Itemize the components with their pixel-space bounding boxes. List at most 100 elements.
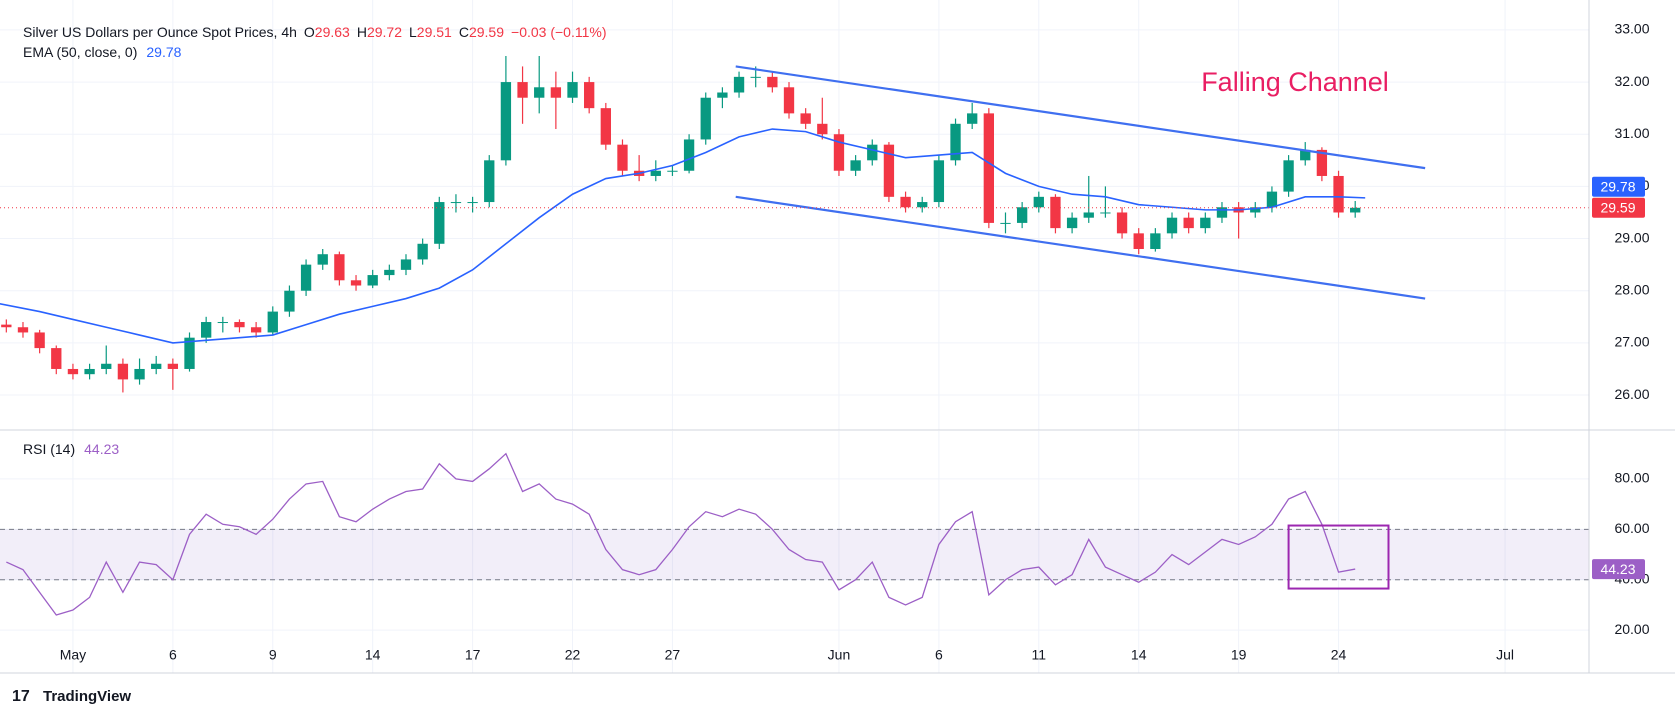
candle-body: [1000, 222, 1011, 224]
candle-body: [134, 368, 145, 380]
candle-body: [1333, 175, 1344, 213]
candle-body: [317, 254, 328, 265]
candle-body: [534, 87, 545, 98]
candle-body: [1050, 196, 1061, 229]
y-tick-label: 29.00: [1614, 229, 1649, 245]
ohlc-value: 29.63: [315, 24, 350, 40]
candle-body: [1250, 207, 1261, 213]
y-tick-label: 20.00: [1614, 621, 1649, 637]
candle-body: [1133, 233, 1144, 249]
candle-body: [817, 123, 828, 135]
candle-body: [567, 82, 578, 98]
candle-body: [667, 170, 678, 172]
x-tick-label: 22: [565, 647, 581, 663]
candle-body: [867, 144, 878, 161]
candle-body: [51, 348, 62, 369]
candle-body: [1150, 233, 1161, 249]
brand: TradingView: [43, 688, 131, 705]
price-label: 44.23: [1600, 561, 1635, 577]
y-tick-label: 27.00: [1614, 334, 1649, 350]
ohlc-label: C: [459, 24, 469, 40]
ohlc-label: H: [357, 24, 367, 40]
candle-body: [67, 368, 79, 375]
candle-body: [267, 311, 278, 333]
candle-body: [284, 290, 295, 312]
candle-body: [34, 332, 45, 349]
price-label-box: [1592, 559, 1645, 580]
x-tick-label: 6: [935, 647, 943, 663]
ohlc-value: 29.59: [469, 24, 504, 40]
candle-body: [1100, 212, 1111, 214]
candle-body: [517, 82, 528, 98]
candle-body: [767, 76, 778, 88]
x-tick-label: 19: [1231, 647, 1247, 663]
x-tick-label: 27: [665, 647, 681, 663]
candle-body: [1116, 212, 1128, 234]
x-tick-label: 9: [269, 647, 277, 663]
candle-body: [833, 134, 845, 171]
candle-body: [584, 82, 595, 109]
candle-body: [151, 363, 162, 369]
overlay: Falling Channel: [0, 65, 1589, 590]
candle-body: [967, 113, 978, 124]
candle-body: [700, 97, 711, 140]
candle-body: [617, 144, 628, 171]
channel-line: [735, 195, 1426, 300]
candle-body: [1166, 217, 1178, 234]
legend-value: 29.78: [146, 44, 181, 60]
rsi-line: [6, 452, 1356, 616]
candle-body: [434, 202, 445, 244]
candle-body: [1016, 207, 1028, 223]
chart-header: Silver US Dollars per Ounce Spot Prices,…: [23, 24, 607, 40]
plot: [0, 55, 1366, 616]
candle-body: [650, 170, 661, 176]
candle-body: [250, 327, 262, 333]
candle-body: [500, 82, 512, 161]
ohlc-label: O: [304, 24, 315, 40]
channel-line: [735, 65, 1426, 170]
ema-line: [0, 128, 1366, 344]
y-tick-label: 26.00: [1614, 386, 1649, 402]
candle-body: [1183, 217, 1194, 229]
candle-body: [200, 322, 212, 338]
brand-logo: 17: [12, 688, 30, 705]
x-tick-label: 14: [1131, 647, 1147, 663]
candle-body: [300, 264, 312, 291]
candle-body: [84, 368, 95, 375]
candle-body: [600, 108, 611, 145]
x-tick-label: Jun: [828, 647, 851, 663]
candle-body: [167, 363, 179, 369]
candle-body: [1083, 212, 1094, 218]
ohlc-value: 29.72: [367, 24, 402, 40]
candle-body: [384, 269, 395, 276]
highlight-box: [1287, 524, 1390, 590]
price-label: 29.78: [1600, 178, 1635, 194]
candle-body: [17, 327, 29, 333]
ema-legend: EMA (50, close, 0) 29.78: [23, 44, 182, 60]
candle-body: [1, 324, 12, 328]
candle-body: [417, 243, 428, 260]
candle-body: [900, 196, 911, 208]
candle-body: [983, 113, 994, 223]
ohlc-value: 29.51: [417, 24, 452, 40]
candle-body: [933, 160, 945, 203]
candle-body: [783, 87, 795, 114]
x-tick-label: Jul: [1496, 647, 1514, 663]
x-tick-label: 24: [1331, 647, 1347, 663]
candle-body: [184, 337, 195, 369]
candle-body: [800, 113, 811, 124]
y-tick-label: 60.00: [1614, 520, 1649, 536]
x-tick-label: 17: [465, 647, 481, 663]
change: −0.03 (−0.11%): [511, 24, 606, 40]
candle-body: [1216, 207, 1228, 218]
candle-body: [217, 322, 228, 324]
candle-body: [1316, 149, 1328, 176]
candle-body: [883, 144, 895, 197]
candle-body: [1200, 217, 1211, 229]
rsi-band: [0, 529, 1589, 580]
candle-body: [117, 363, 129, 380]
x-tick-label: May: [60, 647, 86, 663]
price-label: 29.59: [1600, 199, 1635, 215]
